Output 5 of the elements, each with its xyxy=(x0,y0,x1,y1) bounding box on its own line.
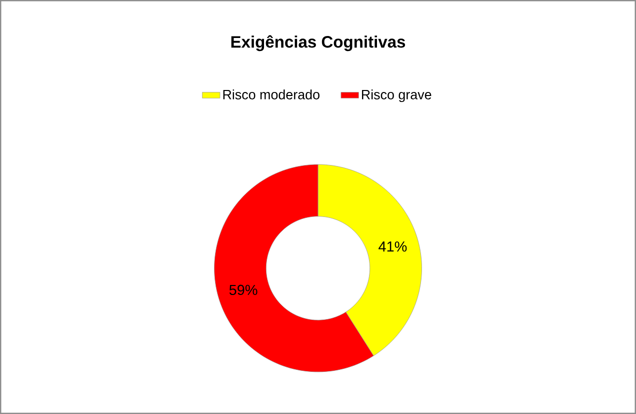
chart-title: Exigências Cognitivas xyxy=(231,35,406,52)
data-label: 59% xyxy=(229,284,258,296)
legend-label: Risco moderado xyxy=(223,89,320,100)
data-label: 41% xyxy=(378,241,407,252)
legend-label: Risco grave xyxy=(362,89,432,102)
